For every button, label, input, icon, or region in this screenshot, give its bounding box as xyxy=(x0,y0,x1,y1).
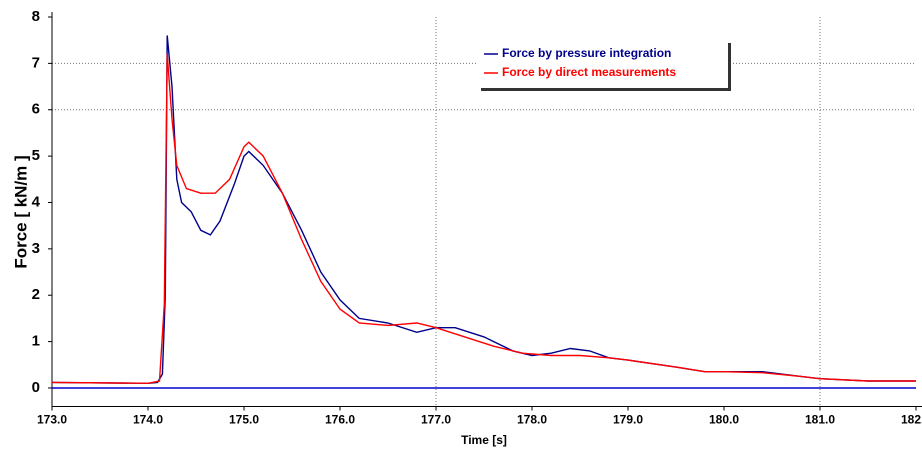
y-axis-label: Force [ kN/m ] xyxy=(11,155,30,268)
x-tick-label: 175.0 xyxy=(229,413,259,427)
x-tick-label: 179.0 xyxy=(613,413,643,427)
x-tick-label: 176.0 xyxy=(325,413,355,427)
x-tick-label: 174.0 xyxy=(133,413,163,427)
x-tick-label: 182.0 xyxy=(901,413,922,427)
data-line xyxy=(51,54,916,385)
y-tick-label: 1 xyxy=(32,333,40,350)
y-tick-label: 4 xyxy=(32,193,41,210)
x-tick-label: 178.0 xyxy=(517,413,547,427)
y-tick-label: 8 xyxy=(32,8,40,25)
legend-label: Force by direct measurements xyxy=(502,65,676,79)
y-tick-label: 6 xyxy=(32,101,40,118)
y-tick-label: 0 xyxy=(32,379,40,396)
legend-box xyxy=(478,40,728,88)
x-tick-label: 181.0 xyxy=(805,413,835,427)
y-tick-label: 5 xyxy=(32,147,40,164)
x-tick-label: 173.0 xyxy=(37,413,67,427)
x-axis-label: Time [s] xyxy=(461,433,507,447)
y-tick-label: 2 xyxy=(32,286,40,303)
y-tick-label: 7 xyxy=(32,54,40,71)
x-tick-label: 180.0 xyxy=(709,413,739,427)
legend-label: Force by pressure integration xyxy=(502,46,671,60)
y-tick-label: 3 xyxy=(32,240,40,257)
x-tick-label: 177.0 xyxy=(421,413,451,427)
